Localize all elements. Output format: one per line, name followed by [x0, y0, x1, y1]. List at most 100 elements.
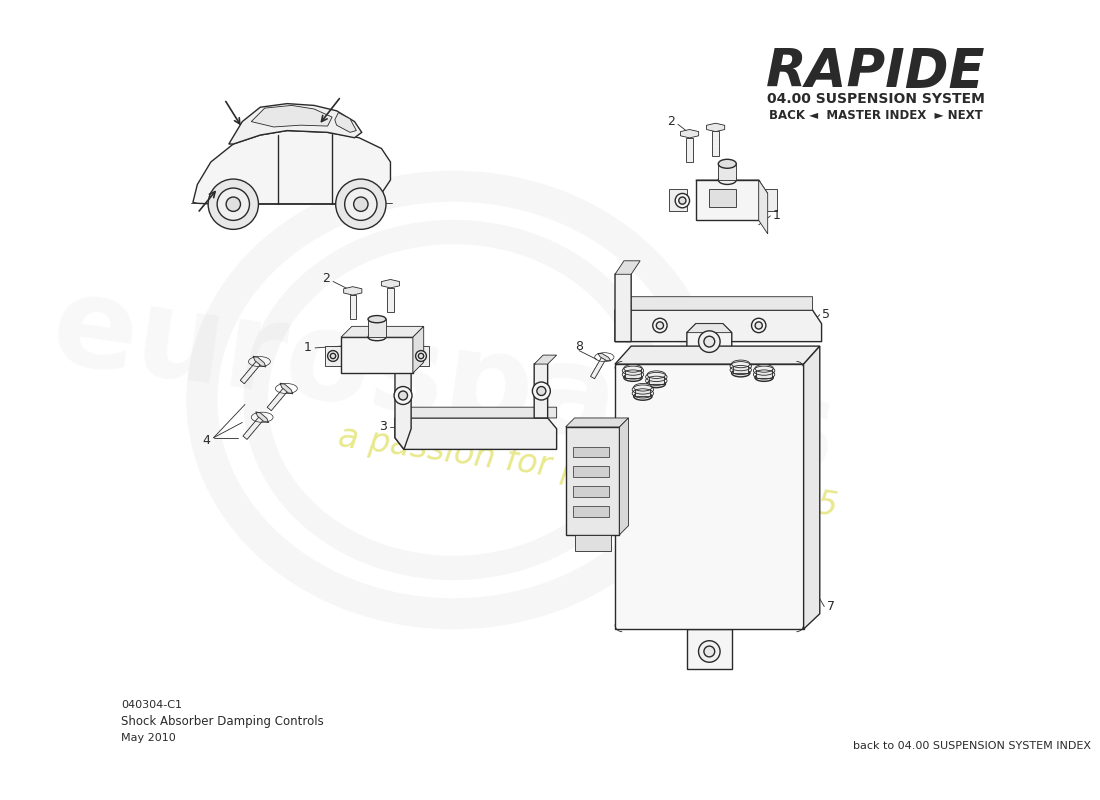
Polygon shape: [759, 189, 777, 211]
Circle shape: [675, 194, 690, 208]
Polygon shape: [255, 412, 268, 422]
Text: a passion for parts since 1985: a passion for parts since 1985: [337, 421, 840, 523]
Polygon shape: [706, 123, 725, 132]
Polygon shape: [615, 346, 820, 364]
Polygon shape: [615, 263, 631, 342]
Text: 3: 3: [379, 421, 387, 434]
Text: 2: 2: [322, 272, 330, 286]
Polygon shape: [733, 364, 748, 373]
Polygon shape: [598, 354, 611, 361]
Ellipse shape: [634, 383, 652, 391]
Polygon shape: [412, 346, 429, 366]
Ellipse shape: [718, 175, 736, 185]
Polygon shape: [251, 106, 332, 127]
Circle shape: [698, 331, 720, 352]
Polygon shape: [757, 368, 772, 378]
Text: 5: 5: [822, 308, 830, 321]
Polygon shape: [382, 279, 399, 288]
Circle shape: [418, 354, 424, 358]
Bar: [573, 446, 608, 458]
Text: 1: 1: [304, 342, 311, 354]
Polygon shape: [267, 386, 288, 410]
Ellipse shape: [647, 380, 666, 388]
Polygon shape: [280, 383, 293, 394]
Text: 6: 6: [795, 358, 803, 370]
Ellipse shape: [718, 159, 736, 168]
Polygon shape: [710, 189, 736, 207]
Polygon shape: [535, 355, 557, 364]
Circle shape: [394, 386, 412, 405]
Ellipse shape: [634, 393, 652, 400]
Polygon shape: [229, 104, 362, 144]
Polygon shape: [681, 130, 698, 138]
Polygon shape: [243, 415, 264, 439]
Text: eurospares: eurospares: [45, 267, 844, 497]
Polygon shape: [334, 113, 356, 132]
Text: 6: 6: [795, 398, 803, 411]
Polygon shape: [713, 131, 718, 156]
Ellipse shape: [624, 365, 642, 372]
Polygon shape: [635, 387, 650, 397]
Text: RAPIDE: RAPIDE: [766, 46, 986, 98]
Circle shape: [328, 350, 339, 362]
Circle shape: [416, 350, 427, 362]
Polygon shape: [535, 359, 548, 418]
Polygon shape: [696, 180, 759, 220]
Polygon shape: [686, 629, 732, 670]
Polygon shape: [718, 164, 736, 180]
Polygon shape: [368, 319, 386, 337]
Circle shape: [657, 322, 663, 329]
Polygon shape: [395, 355, 411, 450]
Circle shape: [336, 179, 386, 230]
Text: Shock Absorber Damping Controls: Shock Absorber Damping Controls: [121, 715, 323, 728]
Polygon shape: [565, 418, 628, 427]
Polygon shape: [759, 180, 768, 234]
Polygon shape: [591, 356, 606, 378]
Polygon shape: [615, 310, 822, 342]
Circle shape: [208, 179, 258, 230]
Circle shape: [330, 354, 336, 358]
Text: 4: 4: [202, 434, 210, 447]
Circle shape: [652, 318, 667, 333]
Polygon shape: [804, 346, 820, 629]
Polygon shape: [395, 352, 422, 364]
Polygon shape: [696, 180, 768, 194]
Circle shape: [704, 646, 715, 657]
Polygon shape: [395, 418, 557, 450]
Bar: [573, 506, 608, 517]
Circle shape: [217, 188, 250, 220]
Polygon shape: [686, 324, 732, 333]
Polygon shape: [240, 360, 262, 384]
Circle shape: [679, 197, 686, 204]
Ellipse shape: [368, 315, 386, 322]
Text: 7: 7: [826, 600, 835, 613]
Polygon shape: [343, 286, 362, 295]
Polygon shape: [341, 337, 412, 373]
Polygon shape: [574, 534, 611, 551]
Ellipse shape: [755, 374, 773, 382]
Polygon shape: [412, 326, 424, 373]
Circle shape: [344, 188, 377, 220]
Polygon shape: [686, 138, 693, 162]
Polygon shape: [192, 130, 390, 204]
Polygon shape: [615, 297, 813, 310]
Polygon shape: [649, 374, 664, 384]
Polygon shape: [387, 288, 394, 312]
Circle shape: [537, 386, 546, 395]
Text: 04.00 SUSPENSION SYSTEM: 04.00 SUSPENSION SYSTEM: [767, 92, 984, 106]
Text: 8: 8: [575, 340, 583, 353]
Ellipse shape: [647, 371, 666, 378]
Polygon shape: [324, 346, 341, 366]
Circle shape: [227, 197, 241, 211]
Bar: [573, 486, 608, 497]
Polygon shape: [615, 364, 804, 629]
Polygon shape: [253, 356, 266, 367]
Text: 040304-C1: 040304-C1: [121, 700, 182, 710]
Circle shape: [532, 382, 550, 400]
Polygon shape: [619, 418, 628, 534]
Text: 2: 2: [667, 115, 674, 128]
Polygon shape: [565, 427, 619, 534]
Polygon shape: [615, 261, 640, 274]
Polygon shape: [341, 326, 424, 337]
Ellipse shape: [732, 370, 750, 377]
